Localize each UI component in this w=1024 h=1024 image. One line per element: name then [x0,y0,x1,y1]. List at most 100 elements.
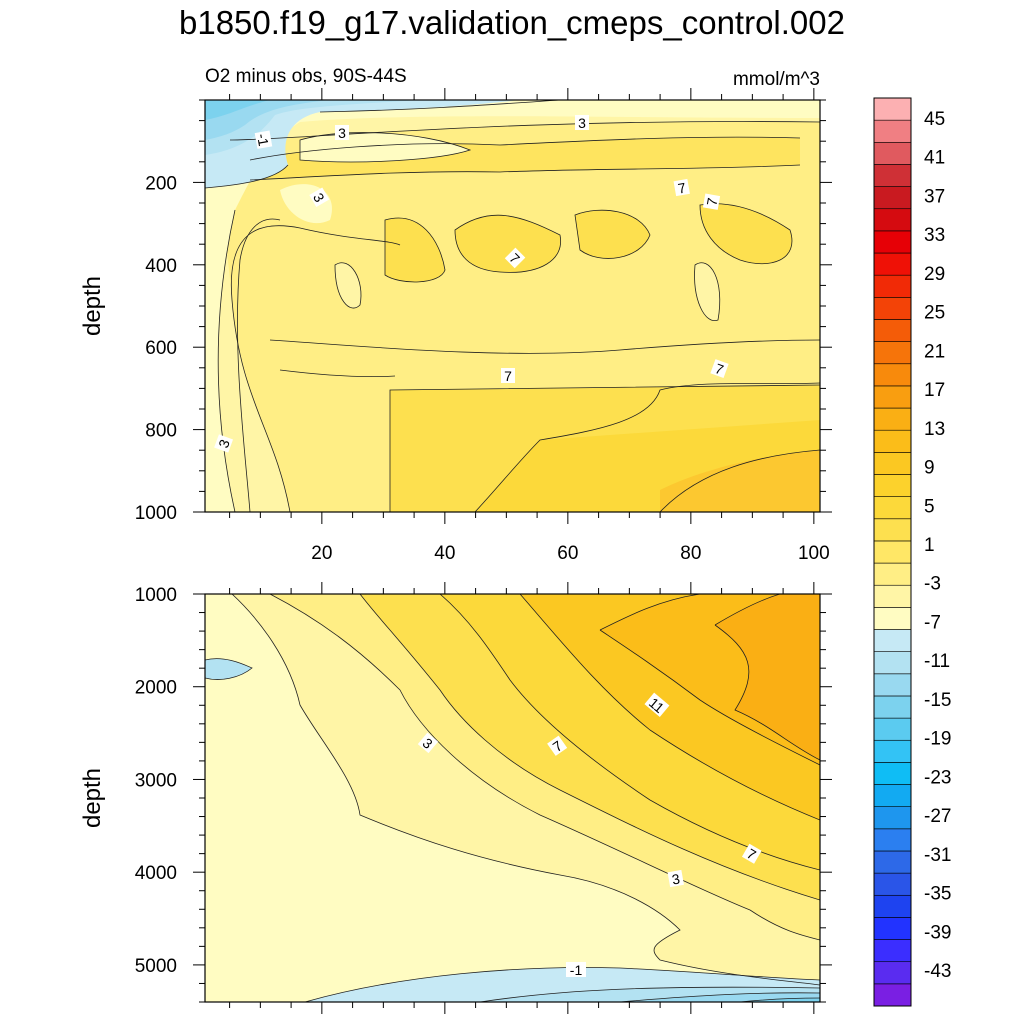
top-y-axis-label: depth [79,276,106,336]
colorbar-label: 9 [924,458,935,479]
colorbar-swatch [873,828,912,852]
colorbar-swatch [873,584,912,608]
bottom-x-ticks [229,582,815,1014]
colorbar-swatch [873,518,912,542]
colorbar-swatch [873,363,912,387]
bottom-y-ticks: 1000 2000 3000 4000 5000 [135,585,832,1003]
colorbar-label: -15 [924,690,951,711]
y-tick-label: 400 [145,256,177,277]
contour-label: -1 [254,132,272,147]
y-tick-label: 2000 [135,678,177,699]
colorbar-swatch [873,806,912,830]
colorbar: 45 41 37 33 29 25 21 17 13 9 5 1 -3 -7 -11 -15 -19 -23 -27… [873,97,951,1007]
colorbar-swatch [873,695,912,719]
colorbar-swatch [873,208,912,232]
colorbar-label: 29 [924,264,945,285]
colorbar-swatch [873,452,912,475]
colorbar-swatch [873,252,912,276]
top-heatmap-fills [205,100,820,512]
y-tick-label: 1000 [135,585,177,606]
colorbar-swatch [873,496,912,520]
colorbar-label: 21 [924,341,945,362]
y-tick-label: 200 [145,173,177,194]
y-tick-label: 4000 [135,863,177,884]
colorbar-label: -27 [924,806,951,827]
contour-label: -1 [570,962,583,978]
colorbar-label: -39 [924,922,951,943]
colorbar-swatch [873,97,912,121]
top-panel-units: mmol/m^3 [733,69,820,90]
top-contour-labels: -1 3 3 3 7 7 7 7 7 3 [214,115,729,453]
colorbar-label: 13 [924,419,945,440]
colorbar-swatch [873,939,912,963]
x-tick-label: 60 [557,543,578,564]
colorbar-label: 17 [924,380,945,401]
colorbar-swatch [873,894,912,918]
colorbar-label: 1 [924,535,935,556]
colorbar-swatch [873,141,912,165]
top-panel-subtitle: O2 minus obs, 90S-44S [205,66,407,87]
colorbar-swatch [873,629,912,652]
colorbar-swatch [873,297,912,320]
colorbar-label: -23 [924,767,951,788]
colorbar-label: 41 [924,148,945,169]
colorbar-label: 37 [924,186,945,207]
colorbar-label: -7 [924,612,941,633]
colorbar-label: 33 [924,225,945,246]
colorbar-swatch [873,429,912,453]
bottom-heatmap-fills [205,594,820,1002]
colorbar-label: 25 [924,303,945,324]
colorbar-label: -35 [924,884,951,905]
chart-title: b1850.f19_g17.validation_cmeps_control.0… [179,4,845,41]
colorbar-swatch [873,562,912,586]
y-tick-label: 600 [145,338,177,359]
colorbar-swatch [873,540,912,564]
colorbar-label: 45 [924,109,945,130]
top-x-ticks: 20 40 60 80 100 [229,88,830,564]
colorbar-swatch [873,762,912,785]
y-tick-label: 5000 [135,956,177,977]
colorbar-swatch [873,872,912,896]
contour-label: 7 [703,196,720,207]
y-tick-label: 1000 [135,503,177,524]
colorbar-swatch [873,607,912,630]
x-tick-label: 80 [680,543,701,564]
colorbar-label: 5 [924,496,935,517]
top-y-ticks: 200 400 600 800 1000 [135,99,832,524]
x-tick-label: 100 [798,543,830,564]
colorbar-swatch [873,784,912,807]
contour-label: 3 [578,115,586,131]
y-tick-label: 3000 [135,770,177,791]
x-tick-label: 20 [311,543,332,564]
x-tick-label: 40 [434,543,455,564]
colorbar-label: -43 [924,961,951,982]
colorbar-frame [873,97,912,1007]
contour-label: 3 [671,870,682,887]
colorbar-label: -19 [924,729,951,750]
colorbar-label: -31 [924,845,951,866]
colorbar-swatch [873,319,912,342]
bottom-y-axis-label: depth [79,768,106,828]
colorbar-swatch [873,385,912,409]
colorbar-swatch [873,407,912,431]
colorbar-swatch [873,673,912,697]
colorbar-swatch [873,717,912,741]
colorbar-swatch [873,961,912,985]
colorbar-swatch [873,651,912,675]
colorbar-swatch [873,917,912,940]
y-tick-label: 800 [145,421,177,442]
colorbar-swatch [873,186,912,210]
colorbar-label: -3 [924,574,941,595]
top-panel: -1 3 3 3 7 7 7 7 7 3 O2 minus obs, 90S-4… [79,66,832,564]
colorbar-swatch [873,230,912,254]
contour-label: 7 [504,368,512,384]
colorbar-swatch [873,341,912,365]
bottom-contour-labels: 3 7 11 7 3 -1 [417,692,762,978]
bottom-panel: 3 7 11 7 3 -1 depth 1000 2000 3000 4000 5000 [79,582,832,1014]
colorbar-swatch [873,983,912,1007]
colorbar-swatch [873,850,912,874]
contour-label: 7 [677,179,688,196]
colorbar-swatch [873,474,912,497]
colorbar-swatch [873,164,912,187]
